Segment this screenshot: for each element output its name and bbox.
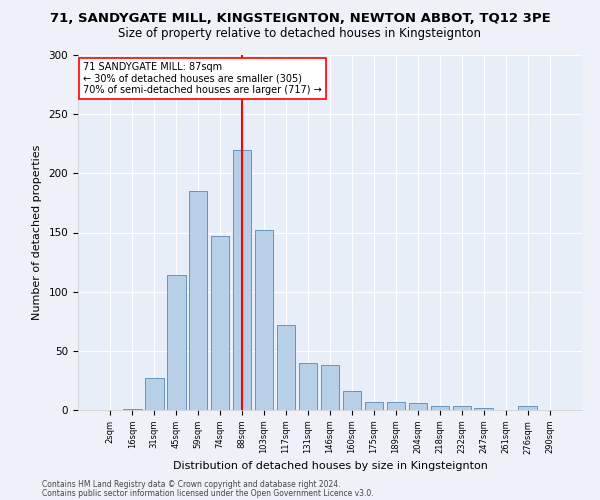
Bar [167,275,185,410]
Bar [277,325,295,410]
Text: 71 SANDYGATE MILL: 87sqm
← 30% of detached houses are smaller (305)
70% of semi-: 71 SANDYGATE MILL: 87sqm ← 30% of detach… [83,62,322,96]
Bar [299,362,317,410]
Bar [189,191,208,410]
Bar [145,378,164,410]
Text: Contains HM Land Registry data © Crown copyright and database right 2024.: Contains HM Land Registry data © Crown c… [42,480,341,489]
Bar [211,236,229,410]
Bar [343,391,361,410]
Bar [255,230,274,410]
Bar [518,406,537,410]
Text: Size of property relative to detached houses in Kingsteignton: Size of property relative to detached ho… [119,28,482,40]
Text: Contains public sector information licensed under the Open Government Licence v3: Contains public sector information licen… [42,488,374,498]
Bar [123,409,142,410]
Y-axis label: Number of detached properties: Number of detached properties [32,145,41,320]
Bar [386,402,405,410]
Bar [409,403,427,410]
Bar [233,150,251,410]
Bar [475,408,493,410]
Text: 71, SANDYGATE MILL, KINGSTEIGNTON, NEWTON ABBOT, TQ12 3PE: 71, SANDYGATE MILL, KINGSTEIGNTON, NEWTO… [50,12,550,26]
Bar [431,406,449,410]
Bar [452,406,471,410]
Bar [320,365,340,410]
X-axis label: Distribution of detached houses by size in Kingsteignton: Distribution of detached houses by size … [173,460,487,470]
Bar [365,402,383,410]
